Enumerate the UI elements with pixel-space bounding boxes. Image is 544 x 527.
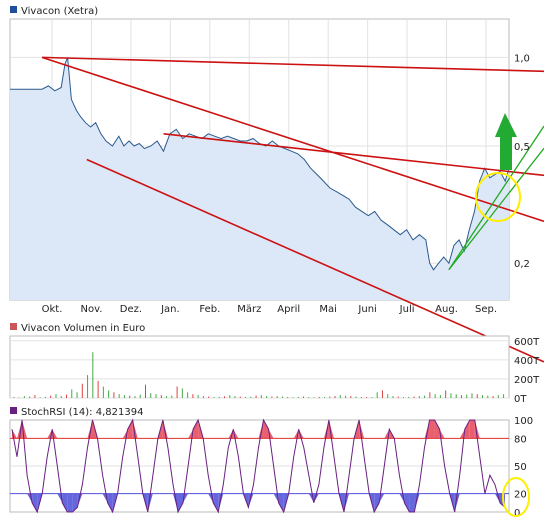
stochrsi-y-tick-label: 100 bbox=[514, 416, 533, 427]
price-y-tick-label: 0,5 bbox=[514, 142, 530, 153]
price-area bbox=[10, 57, 510, 301]
overbought-fill bbox=[193, 420, 199, 439]
volume-bars bbox=[13, 352, 505, 398]
red-trend-line bbox=[41, 56, 544, 73]
up-arrow-annotation bbox=[495, 113, 517, 170]
trend-lines bbox=[41, 56, 544, 363]
overbought-fill bbox=[17, 420, 23, 439]
overbought-fill bbox=[469, 420, 475, 439]
price-legend-swatch bbox=[10, 6, 17, 13]
price-x-tick-label: Okt. bbox=[42, 304, 63, 315]
red-trend-line bbox=[163, 133, 544, 177]
overbought-fill bbox=[328, 420, 334, 439]
overbought-fill bbox=[228, 429, 234, 439]
oversold-fill bbox=[454, 493, 460, 512]
oversold-fill bbox=[77, 493, 83, 508]
stochrsi-legend-label: StochRSI (14): 4,821394 bbox=[21, 407, 143, 418]
price-x-ticks: Okt. Nov. Dez. Jan. Feb. März April Mai Juni Juli… bbox=[42, 304, 497, 315]
volume-legend-swatch bbox=[10, 323, 17, 330]
overbought-fill bbox=[263, 420, 269, 439]
overbought-fill bbox=[162, 420, 168, 439]
price-legend-label: Vivacon (Xetra) bbox=[21, 6, 98, 17]
price-y-tick-label: 0,2 bbox=[514, 259, 530, 270]
overbought-fill bbox=[323, 420, 329, 439]
stochrsi-panel: StochRSI (14): 4,821394 100 80 50 20 0 bbox=[9, 407, 533, 519]
stochrsi-legend-swatch bbox=[10, 407, 17, 414]
green-trend-line bbox=[448, 125, 544, 271]
price-x-tick-label: März bbox=[237, 304, 261, 315]
overbought-fill bbox=[298, 429, 304, 439]
red-trend-line bbox=[41, 56, 544, 223]
overbought-fill bbox=[459, 429, 465, 439]
oversold-fill bbox=[414, 493, 420, 512]
stochrsi-y-tick-label: 50 bbox=[514, 462, 527, 473]
oversold-fill bbox=[374, 493, 380, 512]
overbought-fill bbox=[258, 420, 264, 439]
stochrsi-y-tick-label: 80 bbox=[514, 434, 527, 445]
oversold-fill bbox=[409, 493, 415, 512]
oversold-fill bbox=[67, 493, 73, 512]
overbought-fill bbox=[127, 420, 133, 439]
overbought-fill bbox=[359, 420, 365, 439]
price-x-tick-label: April bbox=[277, 304, 300, 315]
stochrsi-y-ticks: 100 80 50 20 0 bbox=[514, 416, 533, 519]
volume-y-tick-label: 400T bbox=[514, 356, 540, 367]
red-trend-line bbox=[86, 158, 544, 363]
price-series-line bbox=[10, 57, 510, 271]
price-x-tick-label: Jan. bbox=[160, 304, 180, 315]
stochrsi-y-tick-label: 20 bbox=[514, 490, 527, 501]
price-x-tick-label: Mai bbox=[319, 304, 337, 315]
stochrsi-highlight-circle bbox=[502, 477, 530, 517]
oversold-fill bbox=[178, 493, 184, 512]
oversold-fill bbox=[107, 493, 113, 512]
oversold-fill bbox=[62, 493, 68, 512]
price-panel: Vivacon (Xetra) 1,0 0,5 0,2 Okt. Nov. Dez. Ja… bbox=[9, 6, 544, 363]
price-x-tick-label: Aug. bbox=[435, 304, 458, 315]
oversold-fill bbox=[72, 493, 78, 512]
overbought-fill bbox=[132, 420, 138, 439]
overbought-fill bbox=[434, 420, 440, 439]
price-x-tick-label: Nov. bbox=[80, 304, 102, 315]
price-x-tick-label: Sep. bbox=[475, 304, 497, 315]
volume-y-tick-label: 600T bbox=[514, 337, 540, 348]
volume-legend-label: Vivacon Volumen in Euro bbox=[21, 323, 145, 334]
stochrsi-annotations bbox=[502, 477, 530, 517]
stochrsi-y-tick-label: 0 bbox=[514, 508, 520, 519]
stochrsi-series-line bbox=[11, 418, 506, 514]
price-x-tick-label: Juni bbox=[357, 304, 376, 315]
stochrsi-line bbox=[11, 418, 506, 514]
oversold-fill bbox=[32, 493, 38, 512]
price-y-ticks: 1,0 0,5 0,2 bbox=[514, 53, 530, 270]
volume-panel: Vivacon Volumen in Euro 600T 400T 200T 0T bbox=[9, 323, 540, 405]
price-x-tick-label: Dez. bbox=[120, 304, 142, 315]
oversold-fill bbox=[278, 493, 284, 512]
overbought-fill bbox=[464, 420, 470, 439]
oversold-fill bbox=[494, 493, 500, 503]
overbought-fill bbox=[474, 420, 480, 439]
price-x-tick-label: Juli bbox=[399, 304, 415, 315]
oversold-fill bbox=[344, 493, 350, 512]
volume-plot-area bbox=[9, 335, 510, 399]
overbought-fill bbox=[424, 420, 430, 439]
oversold-fill bbox=[213, 493, 219, 512]
highlight-circle bbox=[475, 172, 521, 222]
volume-y-tick-label: 0T bbox=[514, 394, 527, 405]
annotations bbox=[475, 113, 521, 222]
price-y-tick-label: 1,0 bbox=[514, 53, 530, 64]
oversold-fill bbox=[313, 493, 319, 503]
oversold-fill bbox=[147, 493, 153, 512]
volume-y-tick-label: 200T bbox=[514, 375, 540, 386]
overbought-fill bbox=[429, 420, 435, 439]
price-x-tick-label: Feb. bbox=[199, 304, 220, 315]
oversold-fill bbox=[248, 493, 254, 508]
oversold-fill bbox=[218, 493, 224, 512]
green-trend-line bbox=[448, 147, 544, 271]
price-area-fill bbox=[10, 57, 509, 301]
volume-y-ticks: 600T 400T 200T 0T bbox=[514, 337, 540, 405]
oversold-fill bbox=[404, 493, 410, 512]
